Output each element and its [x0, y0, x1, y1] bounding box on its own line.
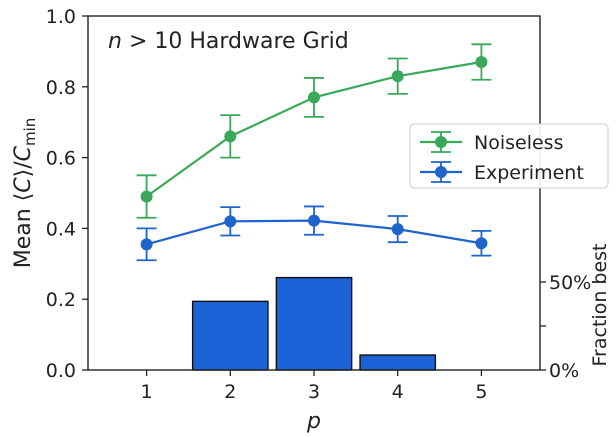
bar-p3: [275, 276, 353, 371]
series-experiment: [136, 205, 492, 262]
x-tick-label-3: 4: [392, 381, 404, 403]
legend-entry-experiment: Experiment: [420, 161, 584, 184]
x-axis-label: p: [306, 409, 321, 434]
y-axis-label-mid: ⟩/: [11, 161, 36, 178]
chart-annotation: n > 10 Hardware Grid: [108, 29, 349, 54]
point-experiment-p4: [391, 223, 404, 236]
point-noiseless-p4: [391, 70, 404, 83]
y-tick-label-5: 1.0: [46, 6, 76, 28]
y-axis-label-prefix: Mean ⟨: [11, 193, 36, 269]
point-noiseless-p3: [308, 91, 320, 104]
y-axis-label: Mean ⟨C⟩/Cmin: [11, 118, 39, 269]
y-tick-label-4: 0.8: [46, 77, 76, 99]
point-noiseless-p5: [475, 56, 488, 69]
bar-p4: [359, 354, 437, 371]
y-axis-label-subscript: min: [21, 118, 39, 146]
y-tick-label-2: 0.4: [46, 218, 76, 240]
fraction-best-bars: [191, 276, 437, 371]
annotation-text: > 10 Hardware Grid: [122, 29, 349, 54]
y-axis-label-var2: C: [11, 145, 36, 161]
point-noiseless-p1: [140, 190, 153, 203]
y-axis-label-var1: C: [11, 177, 36, 193]
legend-label-experiment: Experiment: [474, 162, 584, 184]
y-tick-label-0: 0.0: [46, 360, 76, 382]
secondary-y-axis-label: Fraction best: [589, 244, 611, 367]
legend-label-noiseless: Noiseless: [474, 132, 563, 154]
x-tick-label-0: 1: [141, 381, 153, 403]
legend-marker-experiment: [435, 166, 447, 178]
point-experiment-p1: [140, 238, 153, 251]
point-experiment-p2: [224, 215, 237, 228]
series-noiseless: [136, 43, 492, 219]
legend: Noiseless Experiment: [409, 123, 609, 189]
series-layer: [136, 43, 492, 262]
y2-tick-label-0: 0%: [549, 360, 579, 382]
bar-p2: [191, 300, 269, 371]
y2-tick-label-2: 50%: [549, 272, 591, 294]
x-tick-label-4: 5: [475, 381, 487, 403]
point-experiment-p3: [308, 214, 320, 227]
y-tick-label-1: 0.2: [46, 289, 76, 311]
y-tick-label-3: 0.6: [46, 148, 76, 170]
legend-marker-noiseless: [435, 136, 447, 148]
x-tick-label-1: 2: [224, 381, 236, 403]
x-tick-label-2: 3: [308, 381, 320, 403]
annotation-variable: n: [108, 29, 122, 54]
axes: 0.00.20.40.60.81.01 2 3 4 50%50%: [46, 6, 591, 403]
point-experiment-p5: [475, 237, 488, 250]
point-noiseless-p2: [224, 130, 237, 143]
legend-entry-noiseless: Noiseless: [420, 131, 563, 154]
